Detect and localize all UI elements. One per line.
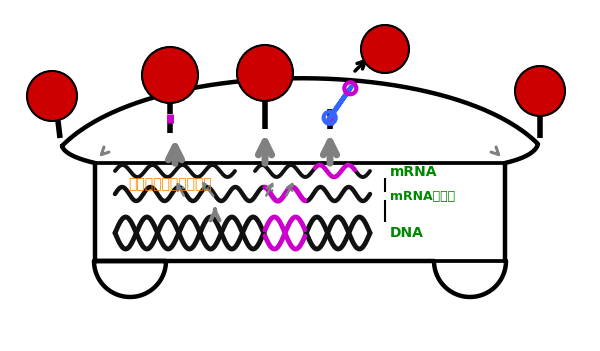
Circle shape xyxy=(142,47,198,103)
Text: mRNA: mRNA xyxy=(390,165,437,179)
Circle shape xyxy=(361,25,409,73)
Text: 選択的スプライシング: 選択的スプライシング xyxy=(128,177,212,191)
Text: mRNA前駆体: mRNA前駆体 xyxy=(390,190,455,203)
Text: DNA: DNA xyxy=(390,226,424,240)
Circle shape xyxy=(27,71,77,121)
Circle shape xyxy=(237,45,293,101)
Circle shape xyxy=(515,66,565,116)
